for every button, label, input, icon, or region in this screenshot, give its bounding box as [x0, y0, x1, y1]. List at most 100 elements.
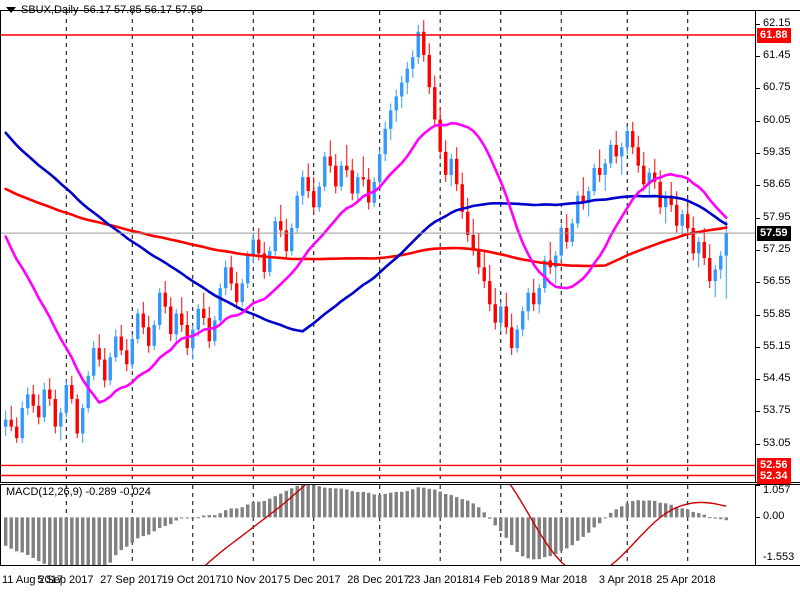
date-tick-label: 5 Dec 2017 [284, 574, 341, 586]
macd-bar [146, 517, 151, 535]
candle-body [592, 168, 596, 192]
price-chart-panel[interactable] [0, 10, 755, 483]
price-tick-label: 59.35 [763, 145, 791, 158]
macd-bar [460, 499, 464, 518]
candle-body [240, 283, 244, 302]
macd-axis[interactable]: 1.057 0.00 -1.553 [755, 484, 800, 566]
candle-body [312, 191, 316, 208]
date-tick-label: 9 Mar 2018 [531, 574, 588, 586]
candle-body [26, 394, 30, 409]
candle-body [246, 255, 250, 284]
moving-average-magenta [4, 121, 728, 404]
price-tick-label: 62.15 [763, 16, 791, 29]
candle-body [520, 311, 525, 330]
macd-bar [565, 517, 569, 549]
candle-body [499, 306, 503, 323]
candle-body [554, 255, 558, 268]
macd-bar [663, 503, 668, 518]
candle-body [625, 131, 629, 148]
macd-bar [125, 517, 129, 547]
macd-bar [642, 500, 646, 518]
price-badge-57-59[interactable]: 57.59 [757, 226, 791, 242]
macd-bar [251, 502, 255, 518]
chart-header: SBUX,Daily 56.17 57.85 56.17 57.59 [6, 2, 203, 18]
macd-bar [488, 517, 492, 519]
macd-bar [152, 517, 156, 532]
candle-body [488, 281, 492, 305]
macd-bar [136, 517, 140, 539]
price-tick-label: 55.15 [763, 339, 791, 352]
candle-body [702, 241, 706, 259]
macd-bar [422, 487, 426, 518]
candle-body [300, 177, 305, 196]
macd-bar [218, 513, 222, 518]
macd-bar [268, 498, 272, 518]
macd-indicator-panel[interactable] [0, 484, 755, 566]
candle-body [223, 267, 228, 289]
candle-body [405, 68, 409, 83]
triangle-down-icon[interactable] [6, 7, 16, 13]
price-tick-label: 53.75 [763, 404, 791, 417]
candle-body [70, 385, 74, 399]
candle-body [537, 288, 541, 305]
macd-bar [262, 500, 266, 518]
macd-bar [64, 517, 68, 565]
price-axis[interactable]: 62.15 61.45 60.75 60.05 59.35 58.65 57.95 57.25… [755, 10, 800, 484]
macd-tick-label: 0.00 [763, 510, 785, 523]
macd-bar [378, 495, 382, 518]
macd-plot-area[interactable] [1, 485, 755, 565]
macd-bar [609, 512, 613, 518]
candle-body [4, 419, 8, 427]
candle-body [103, 359, 107, 381]
price-tick-label: 55.85 [763, 307, 791, 320]
macd-bar [15, 517, 19, 552]
macd-bar [163, 517, 167, 526]
candle-body [366, 179, 371, 203]
candle-body [477, 248, 481, 268]
macd-bar [669, 504, 673, 518]
macd-bar [235, 508, 239, 518]
date-tick-label: 14 Feb 2018 [468, 574, 530, 586]
price-badge-52-34[interactable]: 52.34 [757, 468, 791, 484]
candle-body [218, 288, 222, 321]
price-plot-area[interactable] [1, 11, 755, 482]
candlestick-series[interactable] [4, 20, 728, 443]
macd-bar [719, 517, 723, 520]
candle-body [532, 292, 536, 305]
candle-body [97, 348, 101, 360]
macd-bar [631, 501, 635, 518]
date-tick-label: 25 Apr 2018 [656, 574, 716, 586]
macd-bar [223, 510, 228, 518]
macd-bar [526, 517, 530, 559]
candle-body [724, 233, 728, 256]
candle-body [691, 228, 695, 254]
price-tick-label: 57.25 [763, 242, 791, 255]
price-tick-mark [756, 185, 760, 187]
macd-bar [240, 507, 244, 518]
macd-bar [284, 490, 288, 518]
candle-body [350, 170, 354, 194]
candle-body [433, 87, 437, 120]
price-tick-label: 61.45 [763, 48, 791, 61]
macd-bar [213, 515, 217, 518]
macd-bar [37, 517, 41, 562]
macd-bar [713, 517, 717, 519]
macd-bar [581, 517, 585, 537]
date-tick-label: 3 Apr 2018 [598, 574, 653, 586]
macd-bar [405, 491, 409, 518]
date-axis[interactable]: 11 Aug 2017 5 Sep 2017 27 Sep 2017 19 Oct 2… [0, 566, 800, 600]
price-badge-61-88[interactable]: 61.88 [757, 28, 791, 43]
macd-bar [4, 517, 8, 546]
macd-bar [691, 511, 695, 518]
macd-bar [289, 488, 294, 518]
price-tick-label: 56.55 [763, 275, 791, 288]
candle-body [378, 154, 382, 182]
macd-bar [559, 517, 563, 551]
macd-bar [119, 517, 123, 551]
candle-body [158, 292, 162, 325]
macd-bar [620, 506, 624, 518]
candle-body [361, 177, 365, 180]
candle-body [620, 147, 624, 157]
price-tick-mark [756, 282, 760, 284]
